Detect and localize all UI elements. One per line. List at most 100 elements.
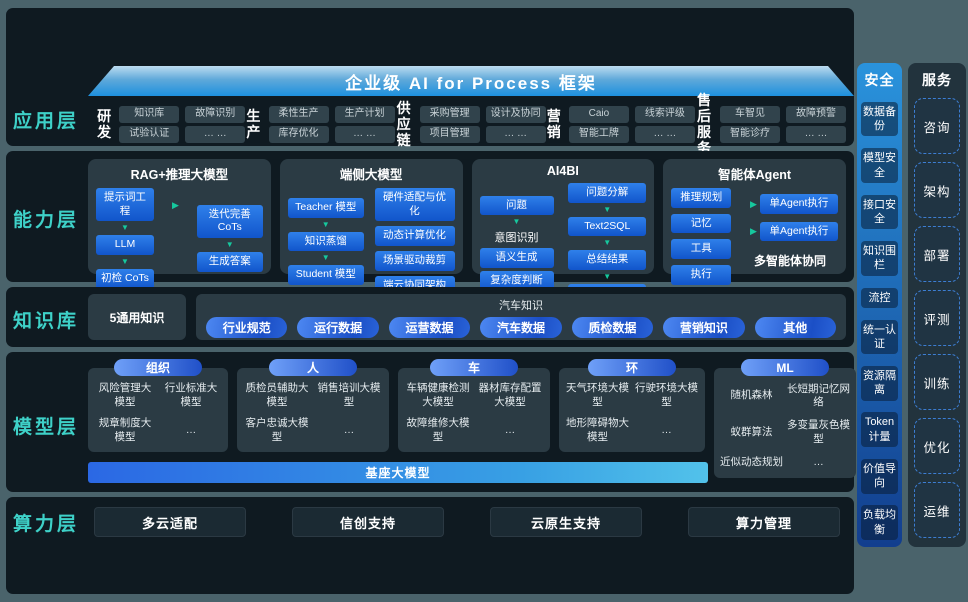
knowledge-pill: 质检数据: [571, 317, 654, 338]
model-group-pill: 环: [588, 359, 676, 376]
compute-item-cloudnative: 云原生支持: [490, 507, 642, 537]
compute-layer-panel: 多云适配 信创支持 云原生支持 算力管理: [6, 497, 854, 594]
knowledge-pill: 运营数据: [388, 317, 471, 338]
app-category-supply-chain: 供应链 采购管理 设计及协同 项目管理 … …: [395, 100, 546, 148]
model-item: 故障维修大模型: [406, 416, 470, 443]
security-item: Token计量: [861, 412, 898, 448]
arrow-down-icon: ▼: [121, 223, 129, 233]
application-layer-panel: 企业级 AI for Process 框架 研发 知识库 故障识别 试验认证 ……: [6, 8, 854, 156]
app-chip-grid: 采购管理 设计及协同 项目管理 … …: [419, 105, 546, 143]
security-item: 资源隔离: [861, 366, 898, 401]
model-item: 近似动态规划: [720, 455, 783, 468]
compute-item-management: 算力管理: [688, 507, 840, 537]
layer-label-capability: 能力层: [12, 210, 79, 231]
flow-node: LLM: [96, 235, 154, 255]
service-item: 咨询: [914, 98, 960, 154]
app-chip-grid: 知识库 故障识别 试验认证 … …: [119, 105, 246, 143]
app-chip: … …: [334, 125, 395, 143]
flow-node: 初检 CoTs: [96, 268, 154, 289]
security-item: 知识围栏: [861, 241, 898, 276]
service-item: 运维: [914, 482, 960, 538]
model-item: 规章制度大模型: [98, 416, 152, 443]
app-chip: 车智见: [720, 105, 781, 123]
model-item: 行驶环境大模型: [635, 381, 698, 408]
security-item: 接口安全: [861, 194, 898, 230]
cap-box-rag: RAG+推理大模型 提示词工程 ▼ LLM ▼ 初检 CoTs 迭代完善CoTs…: [88, 159, 271, 289]
app-chip: 生产计划: [334, 105, 395, 123]
model-layer-panel: 组织 风险管理大模型 行业标准大模型 规章制度大模型 … 人 质检员辅助大模型 …: [6, 352, 856, 492]
flow-node: 生成答案: [196, 252, 263, 272]
arrow-down-icon: ▼: [321, 219, 330, 229]
model-group-org: 组织 风险管理大模型 行业标准大模型 规章制度大模型 …: [88, 359, 228, 452]
app-chip: … …: [634, 125, 695, 143]
flow-node: 场景驱动裁剪: [374, 250, 455, 271]
flow-node: 单Agent执行: [759, 221, 838, 242]
model-item: 天气环境大模型: [566, 381, 629, 408]
model-item: 销售培训大模型: [317, 381, 381, 408]
flow-node: 问题: [479, 195, 554, 216]
knowledge-layer-panel: 5通用知识 汽车知识 行业规范 运行数据 运营数据 汽车数据 质检数据 营销知识…: [6, 287, 854, 347]
service-item: 架构: [914, 162, 960, 218]
foundation-model-banner: 基座大模型: [88, 462, 708, 483]
app-chip: 故障预警: [786, 105, 847, 123]
security-item: 统一认证: [861, 319, 898, 355]
framework-banner: 企业级 AI for Process 框架: [88, 66, 854, 96]
model-item: 地形障碍物大模型: [566, 416, 629, 443]
arrow-right-icon: ▶: [750, 226, 757, 237]
model-item: 风险管理大模型: [98, 381, 152, 408]
application-categories: 研发 知识库 故障识别 试验认证 … … 生产 柔性生产 生产计划 库存优化 ……: [96, 92, 847, 156]
arrow-down-icon: ▼: [603, 238, 612, 248]
layer-label-application: 应用层: [12, 111, 79, 132]
flow-node: 提示词工程: [96, 188, 154, 222]
app-chip: 项目管理: [419, 125, 480, 143]
security-item: 负载均衡: [861, 505, 898, 540]
service-item: 优化: [914, 418, 960, 474]
model-item: 质检员辅助大模型: [245, 381, 309, 408]
model-item: 行业标准大模型: [164, 381, 218, 408]
security-item: 流控: [861, 287, 898, 308]
app-chip: 智能工牌: [568, 125, 629, 143]
app-chip: 试验认证: [119, 125, 180, 143]
model-group-pill: ML: [741, 359, 829, 376]
flow-node: 问题分解: [568, 183, 647, 203]
flow-node: 硬件适配与优化: [374, 188, 455, 222]
model-item: 客户忠诚大模型: [245, 416, 309, 443]
flow-node: Teacher 模型: [287, 198, 364, 218]
app-chip: 采购管理: [419, 105, 480, 123]
model-group-people: 人 质检员辅助大模型 销售培训大模型 客户忠诚大模型 …: [237, 359, 389, 452]
model-item: 车辆健康检测大模型: [406, 381, 470, 408]
app-chip: … …: [485, 125, 546, 143]
service-item: 训练: [914, 354, 960, 410]
model-item: …: [343, 423, 355, 436]
model-item: 蚁群算法: [730, 426, 773, 438]
multi-agent-caption: 多智能体协同: [753, 254, 826, 268]
app-category-marketing: 营销 Caio 线索评级 智能工牌 … …: [546, 105, 695, 143]
knowledge-pill: 营销知识: [663, 317, 745, 338]
app-chip-grid: 车智见 故障预警 智能诊疗 … …: [720, 105, 847, 143]
model-item: …: [504, 423, 516, 436]
compute-item-xinchuang: 信创支持: [292, 507, 444, 537]
app-chip: … …: [786, 125, 847, 143]
arrow-down-icon: ▼: [603, 204, 612, 214]
flow-text: 意图识别: [494, 232, 539, 245]
layer-label-compute: 算力层: [12, 514, 79, 535]
flow-node: 知识蒸馏: [287, 231, 364, 252]
model-item: 多变量灰色模型: [787, 419, 850, 445]
model-item: …: [185, 423, 197, 436]
cap-box-agent: 智能体Agent 推理规划 记忆 工具 执行 ▶ 单Agent执行: [663, 159, 846, 285]
flow-node: 复杂度判断: [479, 271, 554, 291]
compute-item-multicloud: 多云适配: [94, 507, 246, 537]
app-chip: 线索评级: [634, 105, 695, 123]
model-group-pill: 车: [430, 359, 518, 376]
layer-label-model: 模型层: [12, 417, 79, 438]
app-category-name: 生产: [246, 107, 261, 140]
flow-node: 执行: [671, 264, 732, 285]
knowledge-pills: 行业规范 运行数据 运营数据 汽车数据 质检数据 营销知识 其他: [206, 317, 836, 338]
model-group-pill: 人: [269, 359, 357, 376]
model-item: …: [661, 423, 672, 436]
layer-label-knowledge: 知识库: [12, 311, 79, 332]
app-chip: 智能诊疗: [720, 125, 781, 143]
services-column: 服务 咨询 架构 部署 评测 训练 优化 运维: [908, 63, 966, 547]
security-item: 价值导向: [861, 458, 898, 494]
